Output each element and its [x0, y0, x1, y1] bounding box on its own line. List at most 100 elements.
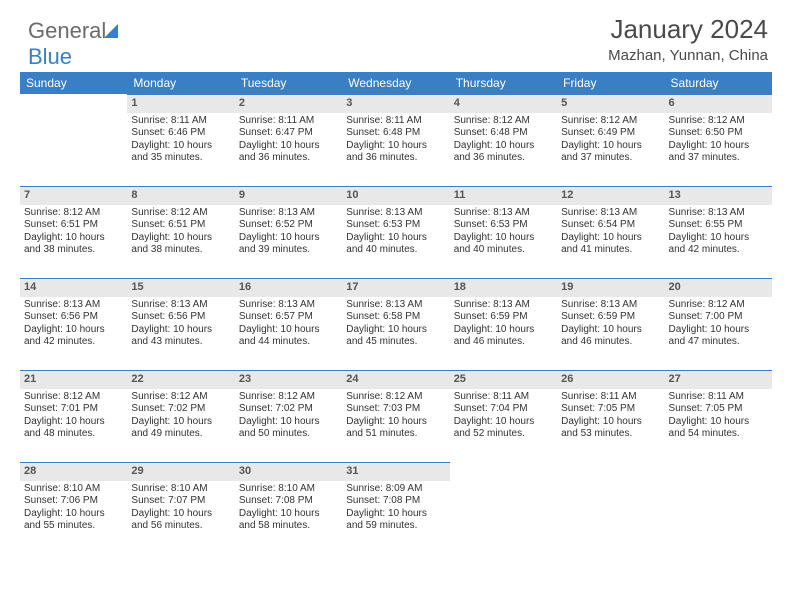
calendar-cell: 18Sunrise: 8:13 AMSunset: 6:59 PMDayligh…	[450, 278, 557, 370]
day-number: 7	[20, 186, 127, 205]
sunrise-line: Sunrise: 8:12 AM	[24, 391, 123, 404]
daylight-line: Daylight: 10 hours and 40 minutes.	[454, 232, 553, 257]
sunset-line: Sunset: 7:06 PM	[24, 495, 123, 508]
sunset-line: Sunset: 6:59 PM	[561, 311, 660, 324]
daylight-line: Daylight: 10 hours and 52 minutes.	[454, 416, 553, 441]
calendar-cell: 7Sunrise: 8:12 AMSunset: 6:51 PMDaylight…	[20, 186, 127, 278]
calendar-cell: 12Sunrise: 8:13 AMSunset: 6:54 PMDayligh…	[557, 186, 664, 278]
calendar-cell: ..	[20, 94, 127, 186]
calendar-cell: 23Sunrise: 8:12 AMSunset: 7:02 PMDayligh…	[235, 370, 342, 462]
calendar-cell: 20Sunrise: 8:12 AMSunset: 7:00 PMDayligh…	[665, 278, 772, 370]
sunrise-line: Sunrise: 8:13 AM	[346, 207, 445, 220]
sunrise-line: Sunrise: 8:12 AM	[561, 115, 660, 128]
day-body: Sunrise: 8:12 AMSunset: 7:02 PMDaylight:…	[127, 389, 234, 443]
calendar-cell: 3Sunrise: 8:11 AMSunset: 6:48 PMDaylight…	[342, 94, 449, 186]
day-number: 5	[557, 94, 664, 113]
calendar-cell: ..	[665, 462, 772, 554]
day-number: 12	[557, 186, 664, 205]
sunrise-line: Sunrise: 8:10 AM	[24, 483, 123, 496]
day-body: Sunrise: 8:12 AMSunset: 6:51 PMDaylight:…	[127, 205, 234, 259]
calendar-cell: 9Sunrise: 8:13 AMSunset: 6:52 PMDaylight…	[235, 186, 342, 278]
sunrise-line: Sunrise: 8:12 AM	[454, 115, 553, 128]
daylight-line: Daylight: 10 hours and 55 minutes.	[24, 508, 123, 533]
calendar-row: 14Sunrise: 8:13 AMSunset: 6:56 PMDayligh…	[20, 278, 772, 370]
weekday-header: Tuesday	[235, 72, 342, 94]
day-body: Sunrise: 8:12 AMSunset: 6:51 PMDaylight:…	[20, 205, 127, 259]
day-number: 6	[665, 94, 772, 113]
daylight-line: Daylight: 10 hours and 37 minutes.	[669, 140, 768, 165]
weekday-header: Monday	[127, 72, 234, 94]
calendar-cell: ..	[557, 462, 664, 554]
sunrise-line: Sunrise: 8:13 AM	[131, 299, 230, 312]
day-body: Sunrise: 8:11 AMSunset: 6:46 PMDaylight:…	[127, 113, 234, 167]
day-number: 11	[450, 186, 557, 205]
sunset-line: Sunset: 6:56 PM	[24, 311, 123, 324]
calendar-cell: 4Sunrise: 8:12 AMSunset: 6:48 PMDaylight…	[450, 94, 557, 186]
weekday-header: Saturday	[665, 72, 772, 94]
day-number: 18	[450, 278, 557, 297]
day-number: 21	[20, 370, 127, 389]
day-body: Sunrise: 8:11 AMSunset: 7:05 PMDaylight:…	[557, 389, 664, 443]
sunset-line: Sunset: 6:50 PM	[669, 127, 768, 140]
weekday-header: Wednesday	[342, 72, 449, 94]
sunrise-line: Sunrise: 8:13 AM	[239, 207, 338, 220]
calendar-cell: 31Sunrise: 8:09 AMSunset: 7:08 PMDayligh…	[342, 462, 449, 554]
day-number: 29	[127, 462, 234, 481]
sunrise-line: Sunrise: 8:12 AM	[239, 391, 338, 404]
day-body: Sunrise: 8:13 AMSunset: 6:58 PMDaylight:…	[342, 297, 449, 351]
sunrise-line: Sunrise: 8:11 AM	[669, 391, 768, 404]
day-body: Sunrise: 8:13 AMSunset: 6:59 PMDaylight:…	[450, 297, 557, 351]
calendar-cell: 27Sunrise: 8:11 AMSunset: 7:05 PMDayligh…	[665, 370, 772, 462]
daylight-line: Daylight: 10 hours and 46 minutes.	[454, 324, 553, 349]
brand-part2: Blue	[28, 44, 72, 69]
sunrise-line: Sunrise: 8:12 AM	[131, 391, 230, 404]
calendar-cell: 29Sunrise: 8:10 AMSunset: 7:07 PMDayligh…	[127, 462, 234, 554]
sunset-line: Sunset: 7:02 PM	[131, 403, 230, 416]
sunset-line: Sunset: 6:56 PM	[131, 311, 230, 324]
sunrise-line: Sunrise: 8:12 AM	[131, 207, 230, 220]
day-number: 16	[235, 278, 342, 297]
calendar-body: ..1Sunrise: 8:11 AMSunset: 6:46 PMDaylig…	[20, 94, 772, 554]
day-number: 10	[342, 186, 449, 205]
daylight-line: Daylight: 10 hours and 59 minutes.	[346, 508, 445, 533]
calendar-cell: 22Sunrise: 8:12 AMSunset: 7:02 PMDayligh…	[127, 370, 234, 462]
day-body: Sunrise: 8:10 AMSunset: 7:08 PMDaylight:…	[235, 481, 342, 535]
location-label: Mazhan, Yunnan, China	[608, 47, 768, 64]
day-number: 2	[235, 94, 342, 113]
day-number: 22	[127, 370, 234, 389]
day-number: 20	[665, 278, 772, 297]
sunrise-line: Sunrise: 8:12 AM	[346, 391, 445, 404]
daylight-line: Daylight: 10 hours and 41 minutes.	[561, 232, 660, 257]
daylight-line: Daylight: 10 hours and 38 minutes.	[24, 232, 123, 257]
day-body: Sunrise: 8:12 AMSunset: 7:03 PMDaylight:…	[342, 389, 449, 443]
day-body: Sunrise: 8:12 AMSunset: 6:49 PMDaylight:…	[557, 113, 664, 167]
sunrise-line: Sunrise: 8:09 AM	[346, 483, 445, 496]
daylight-line: Daylight: 10 hours and 44 minutes.	[239, 324, 338, 349]
brand-part1: General	[28, 18, 106, 43]
calendar-cell: 24Sunrise: 8:12 AMSunset: 7:03 PMDayligh…	[342, 370, 449, 462]
calendar-cell: 6Sunrise: 8:12 AMSunset: 6:50 PMDaylight…	[665, 94, 772, 186]
day-number: 15	[127, 278, 234, 297]
daylight-line: Daylight: 10 hours and 49 minutes.	[131, 416, 230, 441]
day-number: 17	[342, 278, 449, 297]
sunset-line: Sunset: 7:05 PM	[669, 403, 768, 416]
month-title: January 2024	[608, 14, 768, 45]
sunrise-line: Sunrise: 8:11 AM	[346, 115, 445, 128]
sunset-line: Sunset: 6:59 PM	[454, 311, 553, 324]
sunrise-line: Sunrise: 8:11 AM	[561, 391, 660, 404]
day-body: Sunrise: 8:13 AMSunset: 6:56 PMDaylight:…	[20, 297, 127, 351]
day-body: Sunrise: 8:10 AMSunset: 7:06 PMDaylight:…	[20, 481, 127, 535]
day-number: 27	[665, 370, 772, 389]
weekday-row: SundayMondayTuesdayWednesdayThursdayFrid…	[20, 72, 772, 94]
day-number: 14	[20, 278, 127, 297]
day-body: Sunrise: 8:11 AMSunset: 7:05 PMDaylight:…	[665, 389, 772, 443]
calendar-cell: 11Sunrise: 8:13 AMSunset: 6:53 PMDayligh…	[450, 186, 557, 278]
calendar-row: 28Sunrise: 8:10 AMSunset: 7:06 PMDayligh…	[20, 462, 772, 554]
day-number: 26	[557, 370, 664, 389]
calendar-cell: 1Sunrise: 8:11 AMSunset: 6:46 PMDaylight…	[127, 94, 234, 186]
sunrise-line: Sunrise: 8:12 AM	[669, 299, 768, 312]
daylight-line: Daylight: 10 hours and 43 minutes.	[131, 324, 230, 349]
day-body: Sunrise: 8:13 AMSunset: 6:53 PMDaylight:…	[450, 205, 557, 259]
sunrise-line: Sunrise: 8:13 AM	[454, 299, 553, 312]
day-number: 13	[665, 186, 772, 205]
